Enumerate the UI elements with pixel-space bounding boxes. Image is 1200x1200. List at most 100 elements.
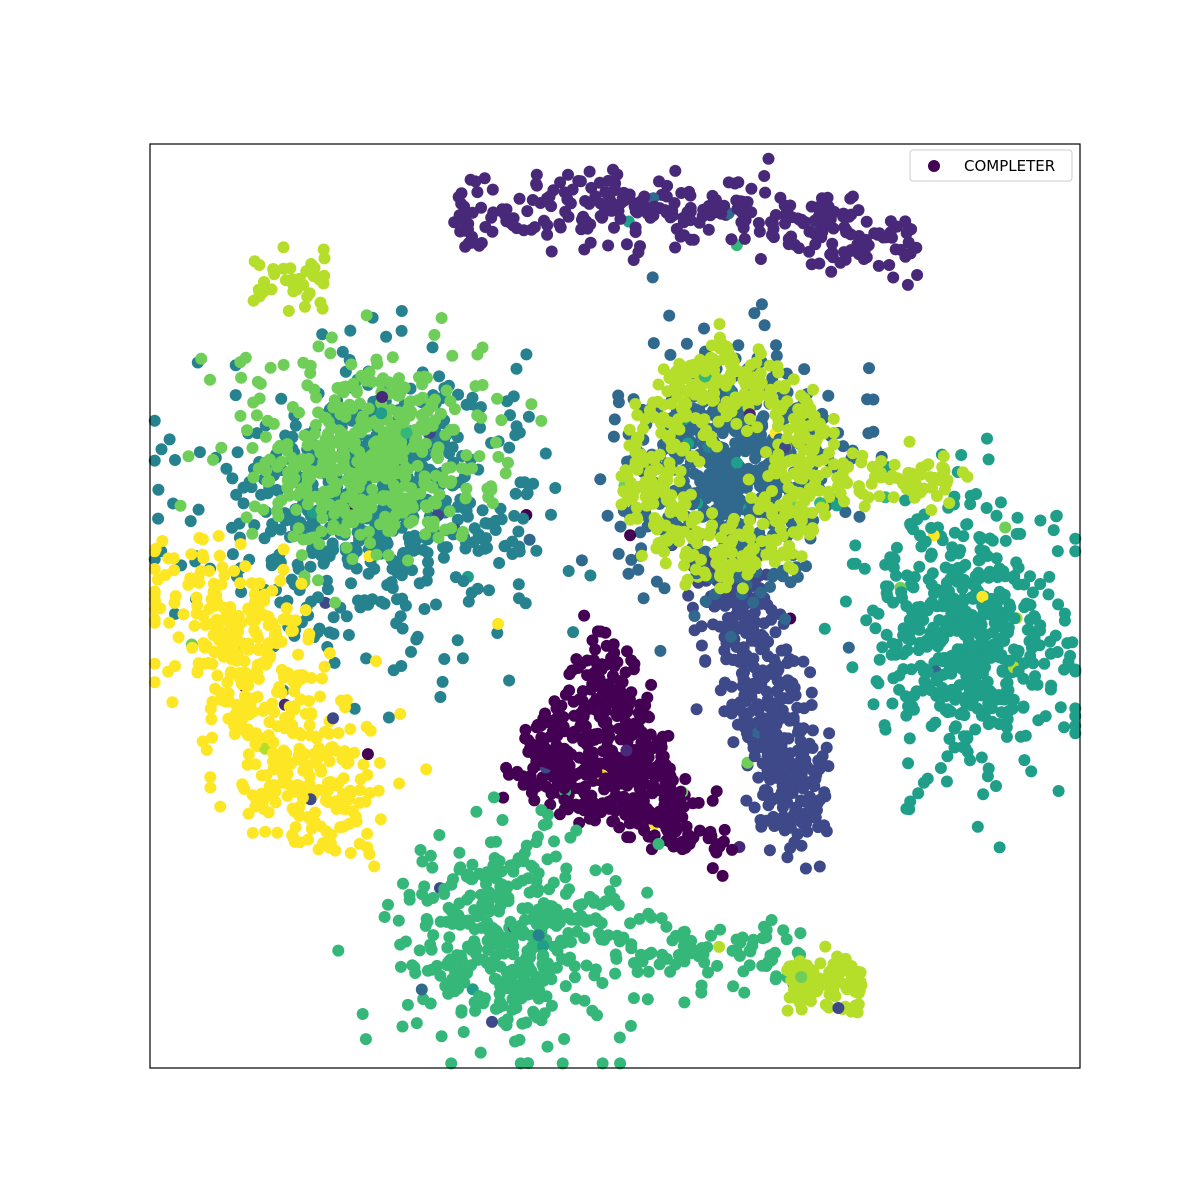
- scatter-point: [613, 1031, 626, 1044]
- scatter-point: [437, 551, 450, 564]
- scatter-point: [982, 697, 995, 710]
- scatter-point: [391, 566, 404, 579]
- scatter-point: [974, 629, 986, 642]
- scatter-point: [706, 862, 719, 875]
- scatter-point: [705, 829, 718, 842]
- scatter-point: [740, 727, 753, 740]
- scatter-point: [809, 773, 822, 785]
- scatter-point: [634, 526, 647, 539]
- scatter-point: [782, 423, 795, 436]
- scatter-point: [797, 217, 810, 230]
- scatter-point: [694, 353, 707, 366]
- scatter-point: [787, 808, 800, 821]
- scatter-point: [658, 204, 671, 217]
- scatter-point: [358, 594, 371, 607]
- scatter-point: [770, 349, 783, 362]
- scatter-point: [783, 560, 796, 573]
- scatter-point: [667, 382, 680, 395]
- scatter-point: [299, 604, 312, 617]
- scatter-point: [547, 876, 560, 889]
- scatter-point: [715, 207, 728, 220]
- scatter-point: [275, 392, 288, 405]
- scatter-point: [1025, 765, 1038, 778]
- scatter-point: [520, 348, 533, 361]
- scatter-point: [490, 436, 502, 449]
- scatter-point: [706, 794, 719, 807]
- scatter-point: [485, 480, 497, 493]
- scatter-point: [204, 781, 217, 794]
- scatter-point: [725, 680, 738, 693]
- scatter-point: [816, 226, 829, 239]
- scatter-point: [530, 177, 543, 190]
- scatter-point: [975, 751, 988, 764]
- scatter-point: [910, 241, 923, 254]
- scatter-point: [315, 525, 328, 538]
- scatter-point: [447, 423, 460, 436]
- scatter-point: [368, 562, 381, 575]
- scatter-point: [697, 429, 710, 442]
- scatter-point: [661, 801, 674, 814]
- scatter-point: [163, 433, 176, 446]
- scatter-point: [375, 595, 388, 608]
- scatter-point: [856, 244, 868, 257]
- scatter-point: [426, 341, 439, 354]
- scatter-point: [956, 706, 969, 719]
- scatter-point: [772, 745, 785, 758]
- scatter-point: [948, 722, 961, 735]
- scatter-point: [465, 236, 478, 249]
- scatter-point: [402, 554, 414, 567]
- scatter-point: [686, 797, 699, 810]
- scatter-point: [698, 322, 710, 335]
- scatter-point: [981, 675, 994, 688]
- scatter-point: [522, 745, 535, 758]
- scatter-point: [756, 713, 769, 726]
- scatter-point: [486, 497, 499, 510]
- scatter-point: [668, 197, 681, 210]
- scatter-point: [972, 655, 984, 668]
- scatter-point: [680, 407, 693, 420]
- scatter-point: [204, 702, 217, 715]
- scatter-point: [206, 731, 219, 744]
- scatter-point: [887, 491, 900, 504]
- scatter-point: [274, 574, 287, 587]
- scatter-point: [842, 226, 855, 239]
- scatter-point: [277, 241, 290, 254]
- scatter-point: [620, 744, 633, 757]
- scatter-point: [521, 487, 534, 500]
- scatter-point: [589, 704, 602, 716]
- scatter-point: [242, 602, 255, 615]
- scatter-point: [645, 779, 658, 792]
- scatter-point: [328, 656, 341, 669]
- scatter-point: [426, 861, 439, 874]
- scatter-point: [302, 633, 315, 646]
- scatter-point: [837, 440, 850, 453]
- scatter-point: [346, 402, 359, 415]
- scatter-point: [781, 1004, 794, 1017]
- scatter-point: [645, 678, 658, 691]
- scatter-point: [750, 393, 763, 406]
- scatter-point: [557, 711, 570, 723]
- scatter-point: [465, 586, 478, 599]
- scatter-point: [644, 728, 657, 741]
- scatter-point: [312, 340, 325, 353]
- scatter-point: [722, 574, 735, 587]
- scatter-point: [562, 565, 575, 577]
- scatter-point: [403, 409, 416, 422]
- scatter-point: [742, 655, 755, 668]
- scatter-point: [842, 641, 855, 654]
- scatter-point: [476, 504, 489, 517]
- scatter-point: [734, 435, 747, 448]
- scatter-point: [481, 916, 494, 929]
- scatter-point: [589, 864, 602, 877]
- scatter-point: [838, 463, 850, 476]
- scatter-point: [860, 614, 873, 627]
- scatter-point: [498, 894, 511, 907]
- scatter-point: [650, 575, 663, 588]
- scatter-point: [768, 567, 780, 580]
- scatter-point: [561, 770, 574, 783]
- scatter-point: [462, 914, 475, 927]
- scatter-point: [714, 684, 727, 697]
- scatter-point: [323, 841, 336, 854]
- scatter-point: [281, 474, 294, 487]
- scatter-point: [782, 232, 795, 245]
